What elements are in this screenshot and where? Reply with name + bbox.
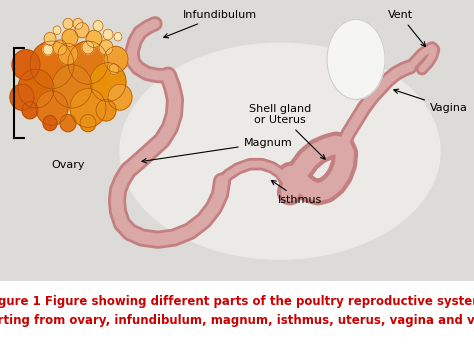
Ellipse shape	[62, 29, 78, 46]
Ellipse shape	[108, 84, 132, 110]
Text: Ovary: Ovary	[51, 160, 85, 170]
Ellipse shape	[43, 115, 57, 131]
Ellipse shape	[103, 29, 113, 40]
Ellipse shape	[36, 91, 68, 125]
Ellipse shape	[82, 41, 94, 54]
Ellipse shape	[93, 20, 103, 31]
Ellipse shape	[73, 18, 83, 29]
Text: Vent: Vent	[387, 10, 426, 47]
Ellipse shape	[327, 19, 385, 99]
Ellipse shape	[109, 64, 119, 74]
Ellipse shape	[58, 43, 78, 65]
Ellipse shape	[30, 41, 74, 88]
Ellipse shape	[53, 26, 61, 34]
Ellipse shape	[80, 114, 96, 132]
Ellipse shape	[114, 32, 122, 41]
Ellipse shape	[75, 23, 89, 38]
Text: Magnum: Magnum	[142, 138, 292, 163]
Text: Figure 1 Figure showing different parts of the poultry reproductive system,
star: Figure 1 Figure showing different parts …	[0, 295, 474, 327]
Ellipse shape	[68, 41, 108, 84]
Text: Infundibulum: Infundibulum	[164, 10, 257, 38]
Ellipse shape	[12, 50, 40, 80]
Ellipse shape	[22, 101, 38, 119]
Ellipse shape	[43, 44, 53, 55]
Ellipse shape	[53, 40, 67, 55]
Ellipse shape	[70, 88, 106, 127]
Ellipse shape	[52, 65, 92, 108]
Ellipse shape	[63, 18, 73, 29]
Ellipse shape	[86, 30, 102, 47]
Ellipse shape	[44, 32, 56, 45]
Text: Shell gland
or Uterus: Shell gland or Uterus	[249, 104, 325, 159]
Text: Vagina: Vagina	[394, 89, 468, 113]
Ellipse shape	[104, 46, 128, 72]
Text: Isthmus: Isthmus	[271, 180, 322, 205]
Ellipse shape	[99, 40, 113, 55]
Ellipse shape	[120, 43, 440, 259]
Ellipse shape	[18, 69, 54, 108]
Ellipse shape	[10, 84, 34, 110]
Ellipse shape	[90, 62, 126, 101]
Ellipse shape	[96, 99, 116, 121]
Ellipse shape	[60, 114, 76, 132]
